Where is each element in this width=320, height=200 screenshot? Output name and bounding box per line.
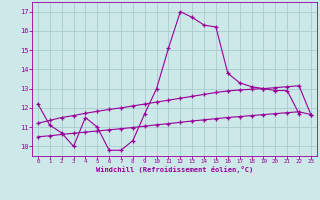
X-axis label: Windchill (Refroidissement éolien,°C): Windchill (Refroidissement éolien,°C) [96, 166, 253, 173]
